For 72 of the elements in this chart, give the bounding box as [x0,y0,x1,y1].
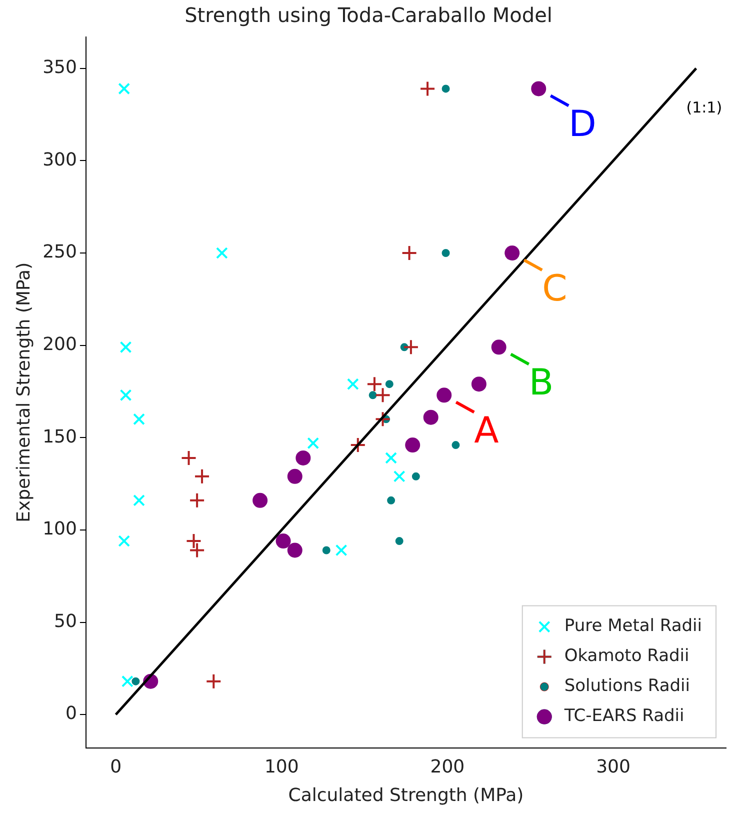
point [120,341,132,354]
annotation: C [542,268,568,310]
point [452,441,460,450]
point [420,80,436,97]
y-tick-label: 250 [42,242,77,263]
point [189,542,206,558]
x-tick-label: 0 [110,756,122,778]
point [401,245,418,262]
point [436,388,452,403]
point [387,496,396,504]
point [180,450,197,466]
point [335,544,348,556]
chart-title: Strength using Toda-Caraballo Model [184,3,552,28]
legend-label: Okamoto Radii [564,646,690,666]
legend-label: Pure Metal Radii [564,616,702,636]
y-tick-label: 300 [42,149,77,170]
y-tick-label: 200 [42,334,77,355]
point [374,387,391,404]
point [471,376,486,392]
y-tick-label: 50 [54,610,77,632]
y-axis-title: Experimental Strength (MPa) [13,262,34,522]
point [442,249,450,258]
point [287,542,302,558]
x-tick-label: 300 [596,756,630,778]
point [491,340,506,355]
point [118,535,130,547]
legend-label: TC-EARS Radii [563,706,684,726]
point [423,410,438,425]
point [296,450,311,466]
y-tick-label: 0 [66,703,77,724]
point [385,452,398,464]
point [385,380,394,388]
point [186,533,202,550]
x-axis-title: Calculated Strength (MPa) [288,784,524,806]
point [412,472,420,480]
point [395,537,404,546]
point [287,468,302,484]
point [307,437,320,450]
y-tick-label: 100 [42,518,77,540]
annotation: D [568,104,596,146]
point [350,437,366,454]
point [133,413,145,426]
point [252,492,268,508]
point [216,247,228,259]
point [132,677,140,686]
point [133,494,145,506]
y-tick-label: 150 [42,426,77,448]
x-tick-label: 200 [430,756,465,778]
annotation: A [474,410,500,452]
point [368,391,377,400]
point [393,470,406,482]
point [322,546,330,554]
point [206,673,222,690]
point [504,246,520,261]
series-label: (1:1) [686,98,722,116]
point [346,378,359,390]
point [405,438,420,453]
point [118,82,130,95]
point [402,339,419,356]
point [194,468,210,484]
point [374,411,391,428]
point [189,492,206,508]
legend-label: Solutions Radii [564,676,690,696]
point [121,675,134,688]
y-tick-label: 350 [42,57,77,78]
point [442,84,450,93]
point [531,81,546,96]
annotation: B [528,362,554,404]
point [276,534,291,549]
point [120,389,132,402]
x-tick-label: 100 [264,756,299,778]
point [366,376,382,392]
